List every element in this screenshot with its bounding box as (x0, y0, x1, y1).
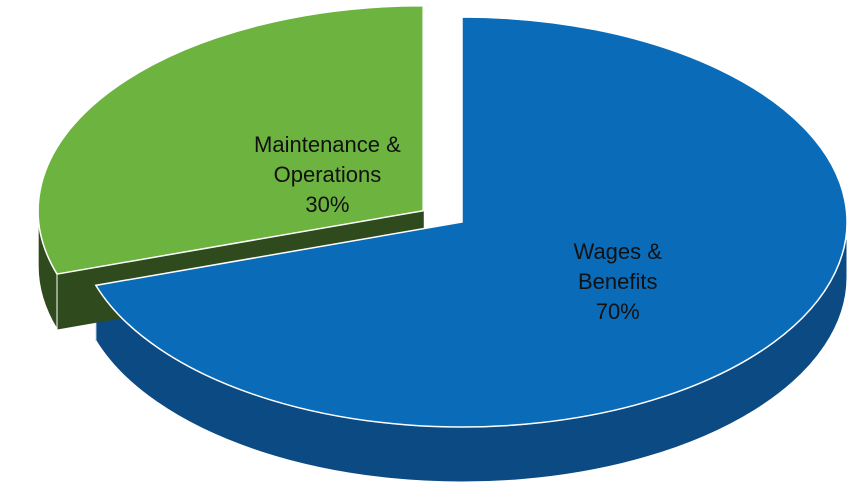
slice-label: Wages & Benefits 70% (558, 237, 678, 327)
slice (37, 4, 424, 275)
slice-label: Maintenance & Operations 30% (237, 130, 417, 220)
value-label: 70% (595, 299, 640, 325)
slice (94, 16, 848, 428)
category-label: Wages & Benefits (573, 239, 662, 295)
category-label: Maintenance & Operations (254, 132, 401, 188)
value-label: 30% (305, 192, 350, 218)
